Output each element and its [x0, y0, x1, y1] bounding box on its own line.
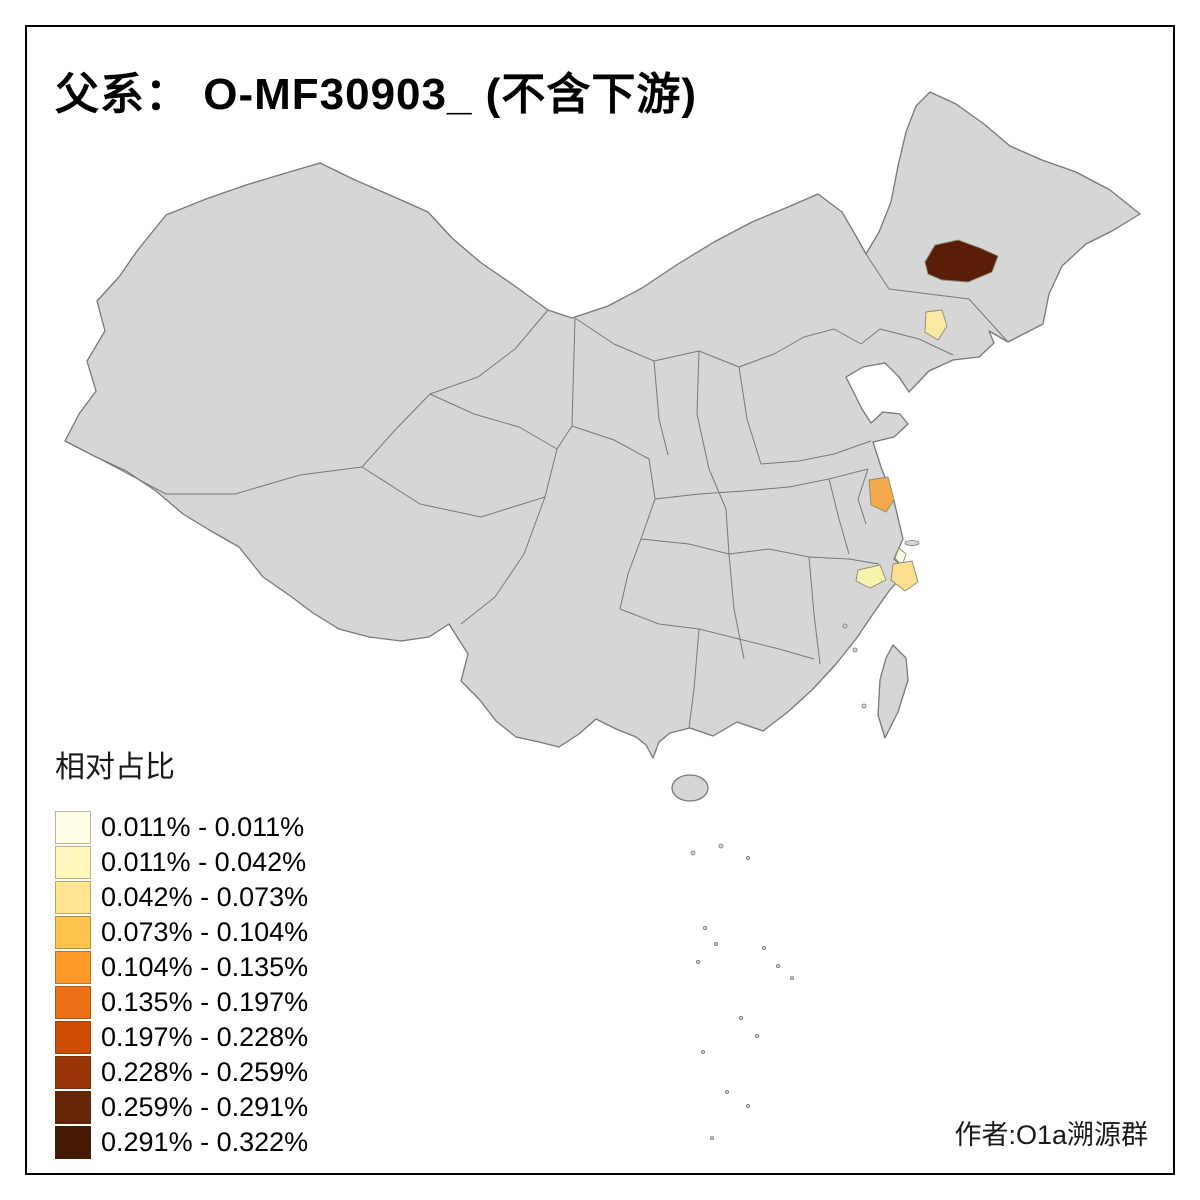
legend-swatch: [55, 985, 91, 1019]
legend-label: 0.011% - 0.011%: [101, 811, 305, 842]
taiwan-island: [877, 644, 909, 739]
legend-item: 0.042% - 0.073%: [55, 880, 308, 914]
legend-swatch: [55, 915, 91, 949]
legend-item: 0.104% - 0.135%: [55, 950, 308, 984]
legend-swatch: [55, 1125, 91, 1159]
legend-item: 0.073% - 0.104%: [55, 915, 308, 949]
region-northeast-dark: [924, 239, 999, 283]
legend-swatch: [55, 1055, 91, 1089]
mainland-outline: [64, 91, 1141, 759]
region-liaoning-west-pale: [924, 309, 948, 341]
legend-item: 0.135% - 0.197%: [55, 985, 308, 1019]
legend-swatch: [55, 950, 91, 984]
legend-item: 0.259% - 0.291%: [55, 1090, 308, 1124]
legend-label: 0.259% - 0.291%: [101, 1091, 309, 1122]
legend-swatch: [55, 845, 91, 879]
legend: 相对占比 0.011% - 0.011% 0.011% - 0.042% 0.042…: [55, 742, 308, 1160]
legend-item: 0.011% - 0.042%: [55, 845, 308, 879]
legend-swatch: [55, 810, 91, 844]
legend-label: 0.228% - 0.259%: [101, 1056, 309, 1087]
legend-label: 0.197% - 0.228%: [101, 1021, 309, 1052]
region-jiangsu-orange: [868, 476, 895, 513]
legend-title: 相对占比: [55, 751, 175, 784]
region-zhejiang-east-yellow: [890, 560, 919, 592]
legend-label: 0.104% - 0.135%: [101, 951, 309, 982]
hainan-island: [671, 774, 709, 802]
legend-label: 0.291% - 0.322%: [101, 1126, 309, 1157]
legend-label: 0.135% - 0.197%: [101, 986, 309, 1017]
legend-swatch: [55, 880, 91, 914]
legend-label: 0.073% - 0.104%: [101, 916, 309, 947]
legend-swatch: [55, 1090, 91, 1124]
legend-items: 0.011% - 0.011% 0.011% - 0.042% 0.042% - 0…: [55, 810, 308, 1159]
region-zhejiang-nw-pale: [855, 564, 887, 589]
small-islands: [690, 623, 867, 1141]
legend-item: 0.011% - 0.011%: [55, 810, 308, 844]
legend-item: 0.228% - 0.259%: [55, 1055, 308, 1089]
chongming-island: [904, 540, 920, 546]
legend-swatch: [55, 1020, 91, 1054]
page-title: 父系： O-MF30903_ (不含下游): [55, 70, 697, 119]
province-borders: [99, 253, 1009, 729]
legend-label: 0.011% - 0.042%: [101, 846, 307, 877]
legend-label: 0.042% - 0.073%: [101, 881, 309, 912]
map-layer: [64, 91, 1141, 1141]
legend-item: 0.197% - 0.228%: [55, 1020, 308, 1054]
author-credit: 作者:O1a溯源群: [954, 1120, 1148, 1150]
legend-item: 0.291% - 0.322%: [55, 1125, 308, 1159]
